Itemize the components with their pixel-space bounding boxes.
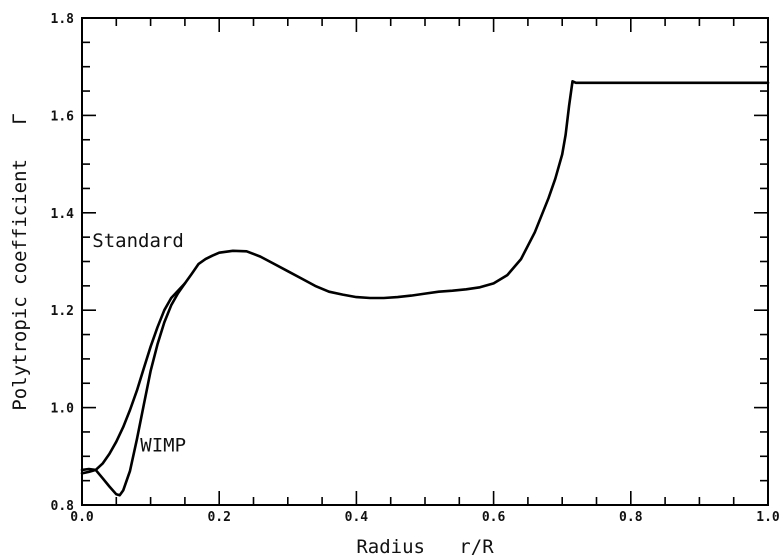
plot-frame xyxy=(81,17,769,506)
annotation-standard: Standard xyxy=(92,230,184,252)
y-tick-label: 1.2 xyxy=(51,304,74,319)
y-tick-label: 1.4 xyxy=(51,207,75,222)
x-tick-label: 0.8 xyxy=(619,510,643,525)
x-tick-label: 0.4 xyxy=(345,510,369,525)
series-line-2 xyxy=(80,282,187,497)
x-tick-label: 0.0 xyxy=(70,510,94,525)
y-axis-title: Polytropic coefficient Γ xyxy=(9,113,31,410)
y-tick-label: 1.8 xyxy=(51,12,75,27)
y-tick-label: 0.8 xyxy=(51,499,75,514)
x-tick-label: 1.0 xyxy=(756,510,780,525)
axis-ticks xyxy=(81,17,769,506)
annotation-wimp: WIMP xyxy=(140,434,186,456)
tick-labels: 0.0 0.2 0.4 0.6 0.8 1.0 0.8 1.0 1.2 1.4 1.6 1.8 xyxy=(51,12,780,525)
series-line-1 xyxy=(80,80,770,475)
x-tick-label: 0.2 xyxy=(207,510,230,525)
x-tick-label: 0.6 xyxy=(482,510,506,525)
y-tick-label: 1.6 xyxy=(51,109,75,124)
y-tick-label: 1.0 xyxy=(51,402,75,417)
x-axis-title: Radius r/R xyxy=(356,536,494,558)
series-layer xyxy=(80,80,770,497)
